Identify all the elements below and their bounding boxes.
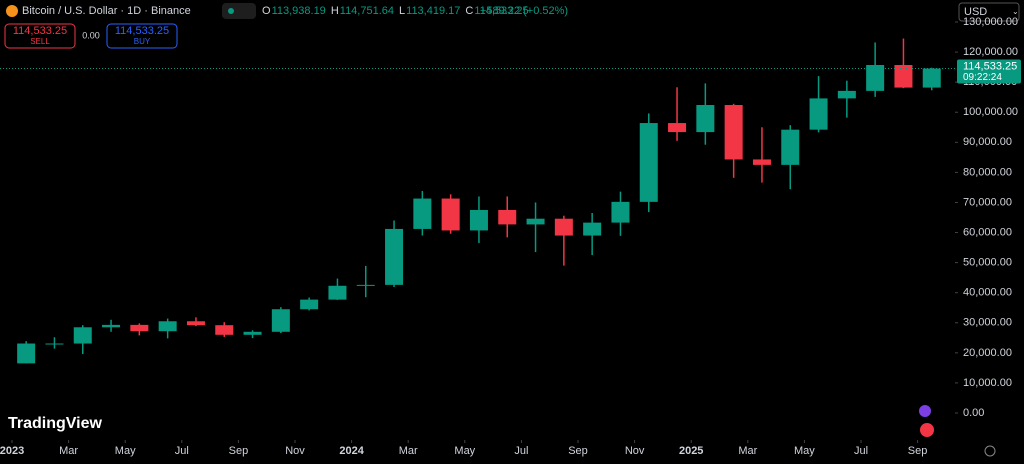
x-tick-label: Sep (229, 445, 249, 457)
spread: 0.00 (82, 30, 100, 40)
y-tick-label: 0.00 (963, 407, 984, 419)
price-tag-countdown: 09:22:24 (963, 72, 1002, 83)
ohlc-value: 113,419.17 (406, 5, 460, 17)
status-dot (228, 8, 234, 14)
price-tag (957, 59, 1021, 84)
buy-price: 114,533.25 (115, 25, 169, 37)
candle-body (102, 324, 121, 328)
y-tick-label: 10,000.00 (963, 377, 1012, 389)
y-tick-label: 120,000.00 (963, 46, 1018, 58)
x-tick-label: May (794, 445, 815, 457)
change: +589.22 (+0.52%) (480, 5, 568, 17)
x-tick-label: Mar (59, 445, 78, 457)
ohlc-value: 114,751.64 (340, 5, 394, 17)
candle-body (696, 105, 715, 133)
candle-body (73, 327, 92, 344)
candle-body (837, 90, 856, 99)
price-tag-price: 114,533.25 (963, 60, 1017, 72)
x-tick-label: Nov (285, 445, 305, 457)
x-tick-label: 2023 (0, 445, 24, 457)
candle-body (243, 331, 262, 335)
dropdown-arrow: ⌄ (1012, 7, 1019, 16)
x-tick-label: 2025 (679, 445, 703, 457)
ohlc-value: 114,533.25 (474, 5, 528, 17)
y-tick-label: 130,000.00 (963, 16, 1018, 28)
flash-icon[interactable] (919, 405, 931, 417)
candle-body (186, 321, 205, 326)
ohlc: O 113,938.19 H 114,751.64 L 113,419.17 C 114,53… (262, 5, 529, 17)
candle-body (271, 309, 290, 332)
candle-body (130, 324, 149, 332)
candle-body (158, 321, 177, 332)
candle-body (356, 284, 375, 286)
brand: TradingView (8, 415, 103, 432)
y-tick-label: 100,000.00 (963, 106, 1018, 118)
flag-icon[interactable] (920, 423, 934, 437)
y-tick-label: 80,000.00 (963, 166, 1012, 178)
x-tick-label: Mar (738, 445, 757, 457)
x-tick-label: 2024 (339, 445, 364, 457)
ohlc-key: O (262, 5, 271, 17)
candle-body (866, 65, 885, 91)
ohlc-key: H (331, 5, 339, 17)
x-tick-label: May (115, 445, 136, 457)
coin-icon (6, 5, 18, 17)
buy-button[interactable] (106, 23, 178, 49)
x-tick-label: Jul (175, 445, 189, 457)
candle-body (894, 65, 913, 88)
y-tick-label: 60,000.00 (963, 226, 1012, 238)
buy-label: BUY (134, 37, 151, 46)
candle-body (554, 218, 573, 236)
x-tick-label: Sep (568, 445, 588, 457)
y-tick-label: 50,000.00 (963, 257, 1012, 269)
x-tick-label: Jul (854, 445, 868, 457)
sell-price: 114,533.25 (13, 25, 67, 37)
candle-body (611, 201, 630, 223)
candle-body (752, 159, 771, 165)
sell-button[interactable] (4, 23, 76, 49)
candle-body (328, 285, 347, 300)
candle-body (413, 198, 432, 229)
sell-label: SELL (30, 37, 50, 46)
ohlc-key: C (465, 5, 473, 17)
candle-body (781, 129, 800, 165)
ohlc-value: 113,938.19 (272, 5, 326, 17)
currency: USD (964, 6, 987, 18)
x-tick-label: Mar (399, 445, 418, 457)
candle-body (441, 198, 460, 231)
x-tick-label: Jul (514, 445, 528, 457)
settings-icon[interactable] (984, 445, 996, 457)
x-tick-label: Sep (908, 445, 928, 457)
candle-body (668, 123, 687, 133)
y-tick-label: 70,000.00 (963, 196, 1012, 208)
indicator-button[interactable] (222, 3, 256, 19)
candle-body (469, 209, 488, 231)
candle-body (215, 325, 234, 335)
ohlc-key: L (399, 5, 405, 17)
candle-body (385, 228, 404, 285)
candle-body (45, 343, 64, 345)
candle-body (583, 222, 602, 236)
symbol: Bitcoin / U.S. Dollar · 1D · Binance (22, 5, 191, 17)
candle-body (300, 299, 319, 310)
y-tick-label: 40,000.00 (963, 287, 1012, 299)
candle-body (498, 209, 517, 225)
candle-body (639, 123, 658, 202)
y-tick-label: 30,000.00 (963, 317, 1012, 329)
candle-body (809, 98, 828, 130)
y-tick-label: 20,000.00 (963, 347, 1012, 359)
candle-body (17, 343, 36, 364)
candle-body (526, 218, 545, 225)
candle-body (724, 105, 743, 160)
candle-body (922, 68, 941, 88)
currency-select[interactable] (958, 2, 1020, 22)
y-tick-label: 90,000.00 (963, 136, 1012, 148)
x-tick-label: May (454, 445, 475, 457)
x-tick-label: Nov (625, 445, 645, 457)
